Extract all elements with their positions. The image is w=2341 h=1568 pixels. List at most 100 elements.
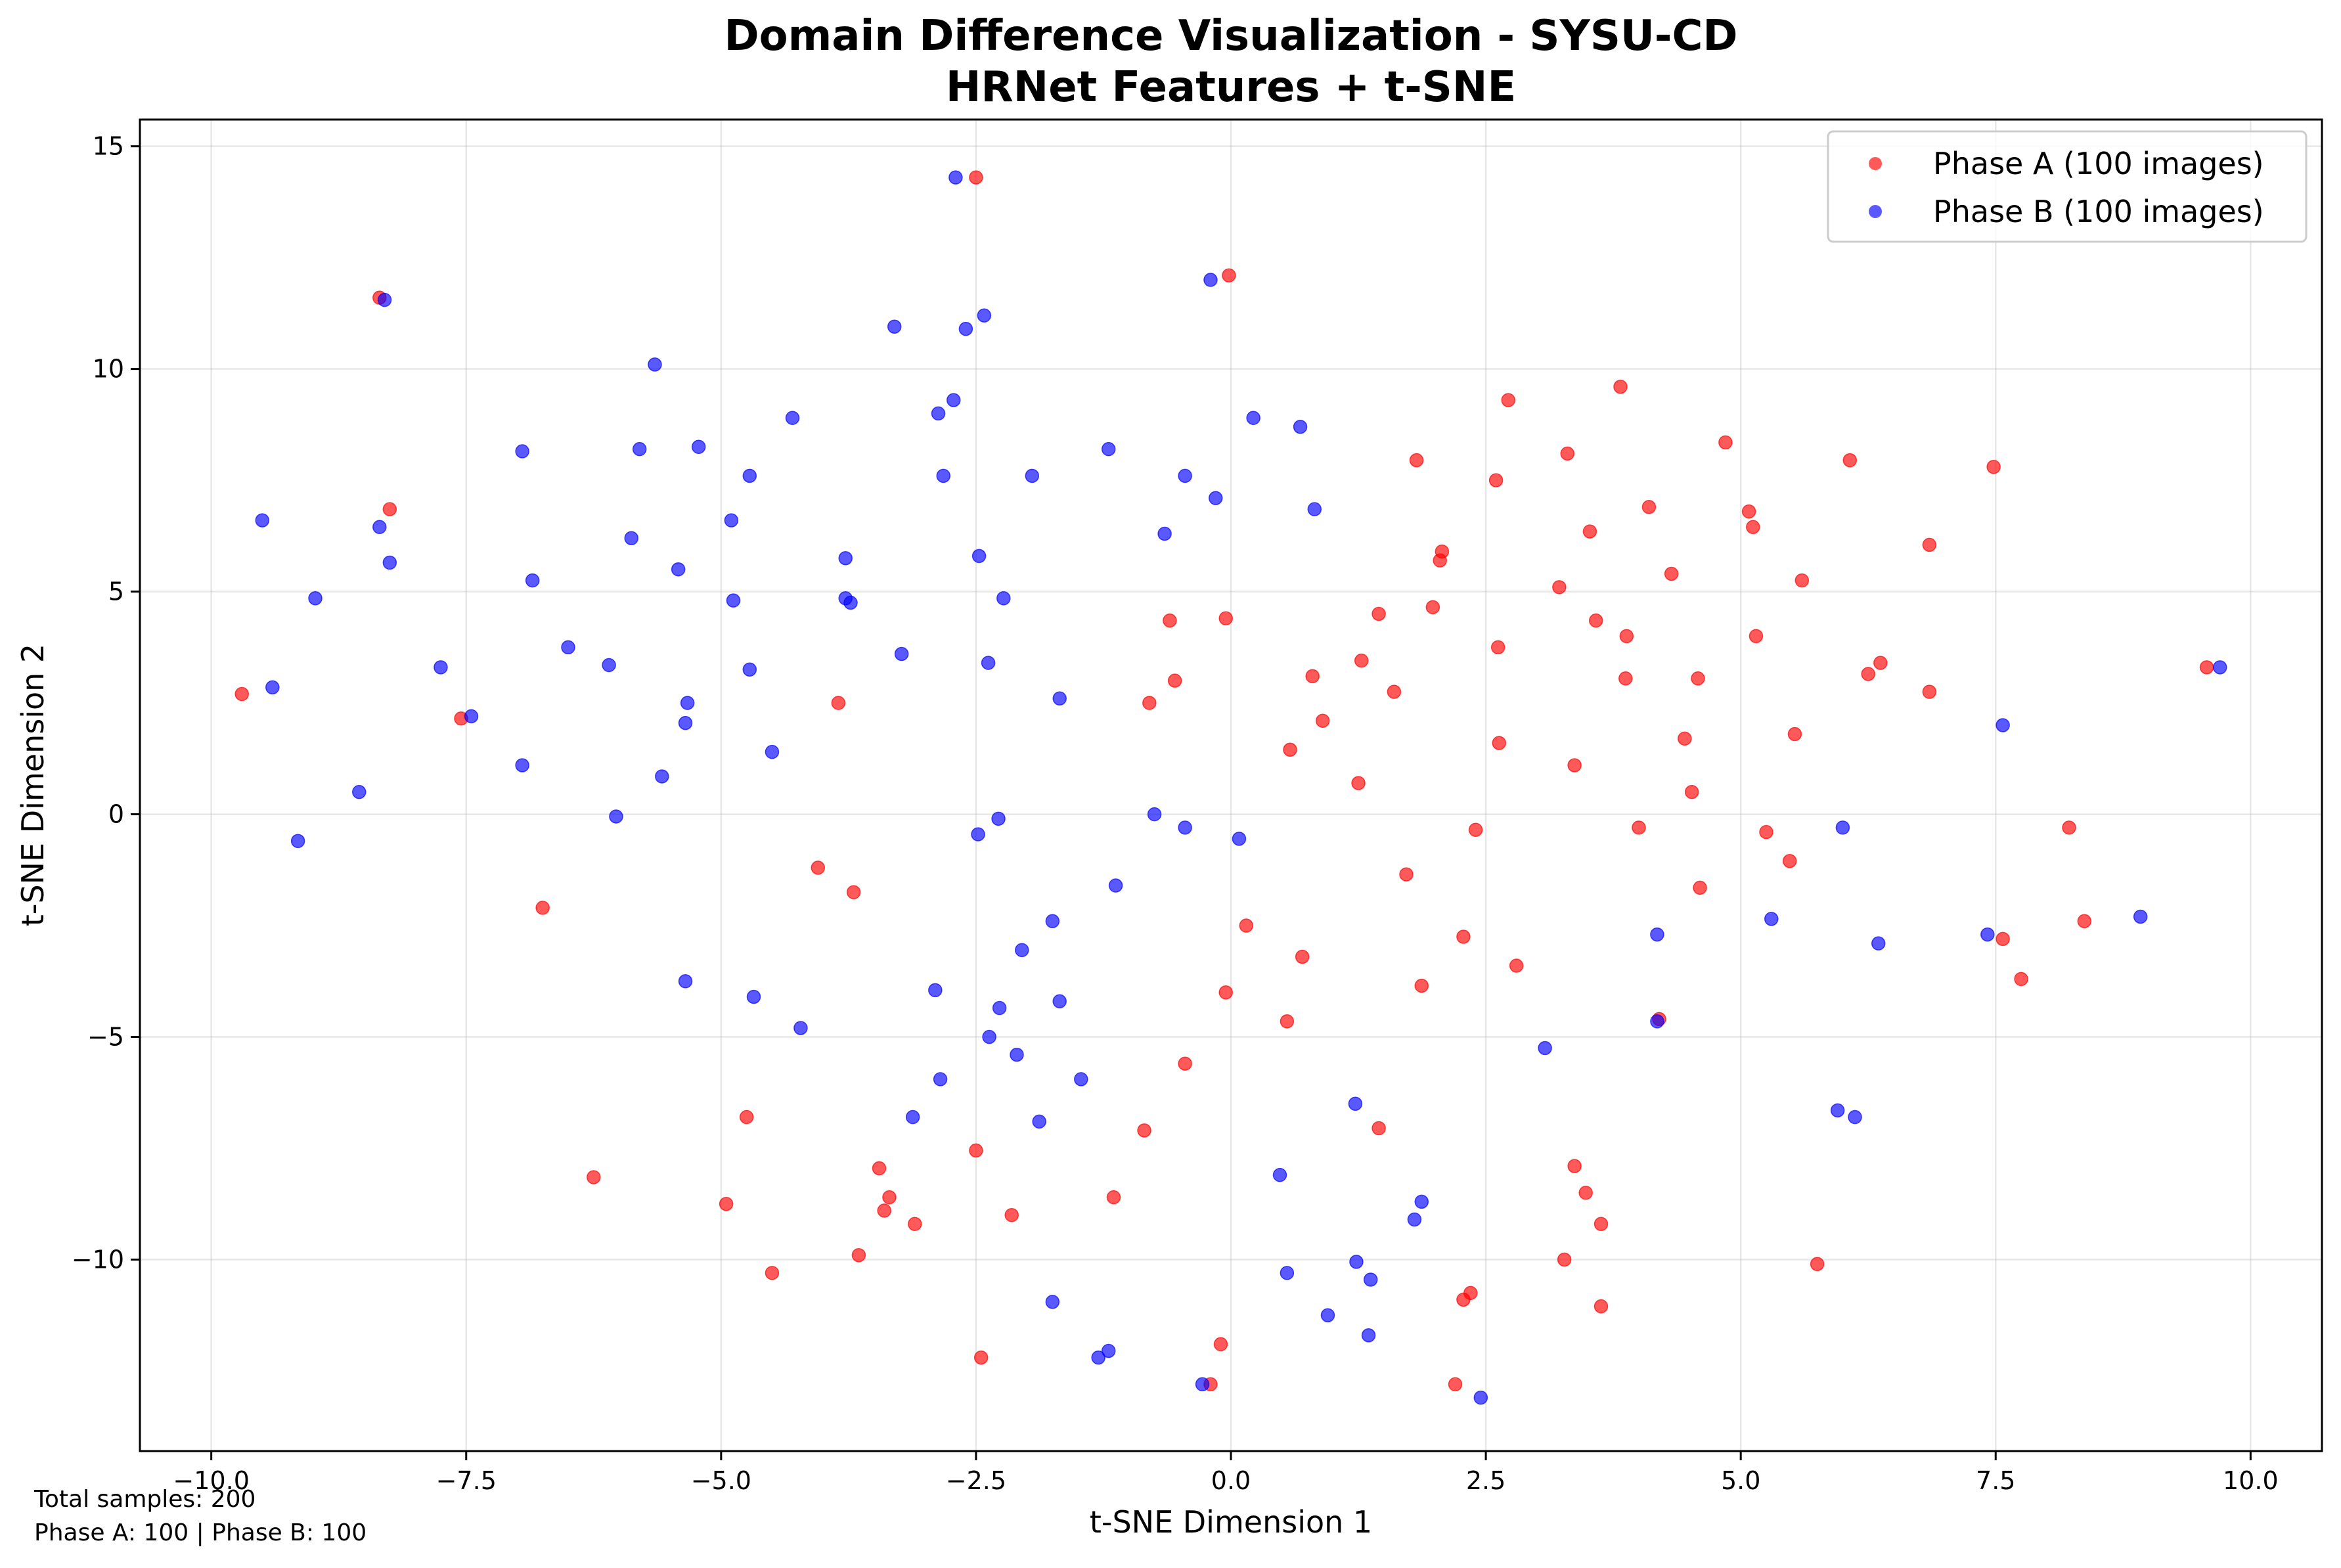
phase-b-point xyxy=(1232,832,1247,846)
phase-a-point xyxy=(1315,713,1330,728)
phase-b-point xyxy=(1830,1103,1845,1118)
phase-a-point xyxy=(1746,520,1760,535)
phase-a-point xyxy=(1922,537,1937,552)
y-tick-label: −10 xyxy=(72,1245,124,1274)
phase-b-point xyxy=(680,696,695,710)
phase-b-point xyxy=(1045,914,1060,929)
phase-a-point xyxy=(1371,1121,1386,1136)
phase-b-point xyxy=(838,551,853,566)
footnote-phase-counts: Phase A: 100 | Phase B: 100 xyxy=(34,1519,367,1546)
phase-b-point xyxy=(1280,1266,1295,1280)
phase-b-point xyxy=(678,974,693,989)
x-tick-label: −10.0 xyxy=(173,1466,249,1495)
phase-a-point xyxy=(1163,613,1177,628)
phase-b-point xyxy=(1848,1109,1862,1125)
phase-a-point xyxy=(1399,867,1414,882)
legend-marker-phase-a xyxy=(1869,157,1882,170)
phase-a-point xyxy=(1759,824,1773,840)
phase-a-point xyxy=(1613,380,1628,394)
x-tick-label: −2.5 xyxy=(946,1466,1006,1495)
legend-label-phase-a: Phase A (100 images) xyxy=(1933,146,2264,181)
phase-a-point xyxy=(1488,473,1504,487)
phase-b-point xyxy=(1293,420,1308,434)
phase-a-point xyxy=(1632,820,1646,835)
phase-b-point xyxy=(655,769,669,784)
phase-a-point xyxy=(1295,949,1310,964)
phase-a-point xyxy=(1501,393,1515,407)
phase-a-point xyxy=(1842,453,1858,468)
phase-a-point xyxy=(719,1197,734,1211)
phase-a-point xyxy=(1718,435,1733,450)
phase-a-point xyxy=(1239,918,1254,933)
x-tick-label: −7.5 xyxy=(436,1466,497,1495)
x-tick-label: 2.5 xyxy=(1466,1466,1505,1495)
phase-b-point xyxy=(742,662,757,677)
phase-a-point xyxy=(234,686,249,702)
phase-b-point xyxy=(1101,1343,1116,1358)
phase-a-point xyxy=(1567,1159,1582,1173)
phase-a-point xyxy=(1861,667,1875,681)
phase-b-point xyxy=(793,1021,808,1035)
phase-b-point xyxy=(1178,468,1192,483)
phase-b-point xyxy=(2133,909,2148,924)
phase-b-point xyxy=(691,439,706,455)
phase-b-point xyxy=(1363,1272,1378,1287)
phase-a-point xyxy=(1922,684,1937,699)
y-tick-label: 5 xyxy=(108,577,124,606)
phase-a-point xyxy=(1490,640,1505,655)
phase-b-point xyxy=(308,591,323,606)
phase-a-point xyxy=(739,1109,754,1125)
phase-a-point xyxy=(908,1217,922,1232)
phase-b-point xyxy=(1538,1041,1552,1056)
phase-a-point xyxy=(1435,544,1450,559)
phase-a-point xyxy=(1684,784,1699,799)
phase-a-point xyxy=(1387,684,1402,699)
phase-b-point xyxy=(648,357,662,372)
phase-b-point xyxy=(977,308,992,323)
phase-b-point xyxy=(1101,441,1116,457)
phase-b-point xyxy=(982,1029,996,1044)
phase-b-point xyxy=(1307,502,1322,516)
phase-b-point xyxy=(372,520,387,535)
phase-a-point xyxy=(587,1170,601,1184)
phase-a-point xyxy=(2062,820,2076,835)
phase-b-point xyxy=(765,744,780,759)
y-axis-label: t-SNE Dimension 2 xyxy=(15,644,51,926)
phase-a-point xyxy=(1664,566,1679,581)
phase-a-point xyxy=(1693,880,1707,895)
phase-b-point xyxy=(1108,878,1123,893)
phase-b-point xyxy=(1178,820,1192,835)
phase-b-point xyxy=(290,834,305,848)
y-tick-label: −5 xyxy=(87,1023,124,1052)
phase-b-point xyxy=(971,827,985,841)
phase-a-point xyxy=(1218,611,1233,626)
phase-b-point xyxy=(981,656,996,670)
phase-a-point xyxy=(1448,1377,1463,1392)
phase-b-point xyxy=(382,555,397,570)
phase-a-point xyxy=(1305,669,1320,684)
phase-a-point xyxy=(1795,573,1810,588)
phase-b-point xyxy=(1650,927,1664,942)
legend-box xyxy=(1827,130,2308,243)
phase-b-point xyxy=(992,1000,1007,1016)
phase-a-point xyxy=(969,1143,983,1158)
phase-a-point xyxy=(1280,1014,1295,1029)
phase-b-point xyxy=(742,468,757,483)
phase-b-point xyxy=(1195,1377,1210,1392)
phase-a-point xyxy=(1578,1186,1593,1200)
phase-a-point xyxy=(1409,453,1424,468)
phase-b-point xyxy=(1473,1390,1488,1405)
phase-a-point xyxy=(882,1190,897,1205)
phase-a-point xyxy=(1456,930,1471,944)
phase-b-point xyxy=(947,393,961,407)
footnote-total-samples: Total samples: 200 xyxy=(34,1486,256,1513)
phase-a-point xyxy=(1749,629,1764,644)
phase-a-point xyxy=(1167,673,1182,688)
legend-marker-phase-b xyxy=(1869,205,1882,218)
phase-b-point xyxy=(1414,1194,1429,1209)
phase-b-point xyxy=(948,170,963,185)
phase-a-point xyxy=(1468,822,1483,838)
phase-b-point xyxy=(1361,1328,1376,1343)
phase-b-point xyxy=(1835,820,1850,835)
